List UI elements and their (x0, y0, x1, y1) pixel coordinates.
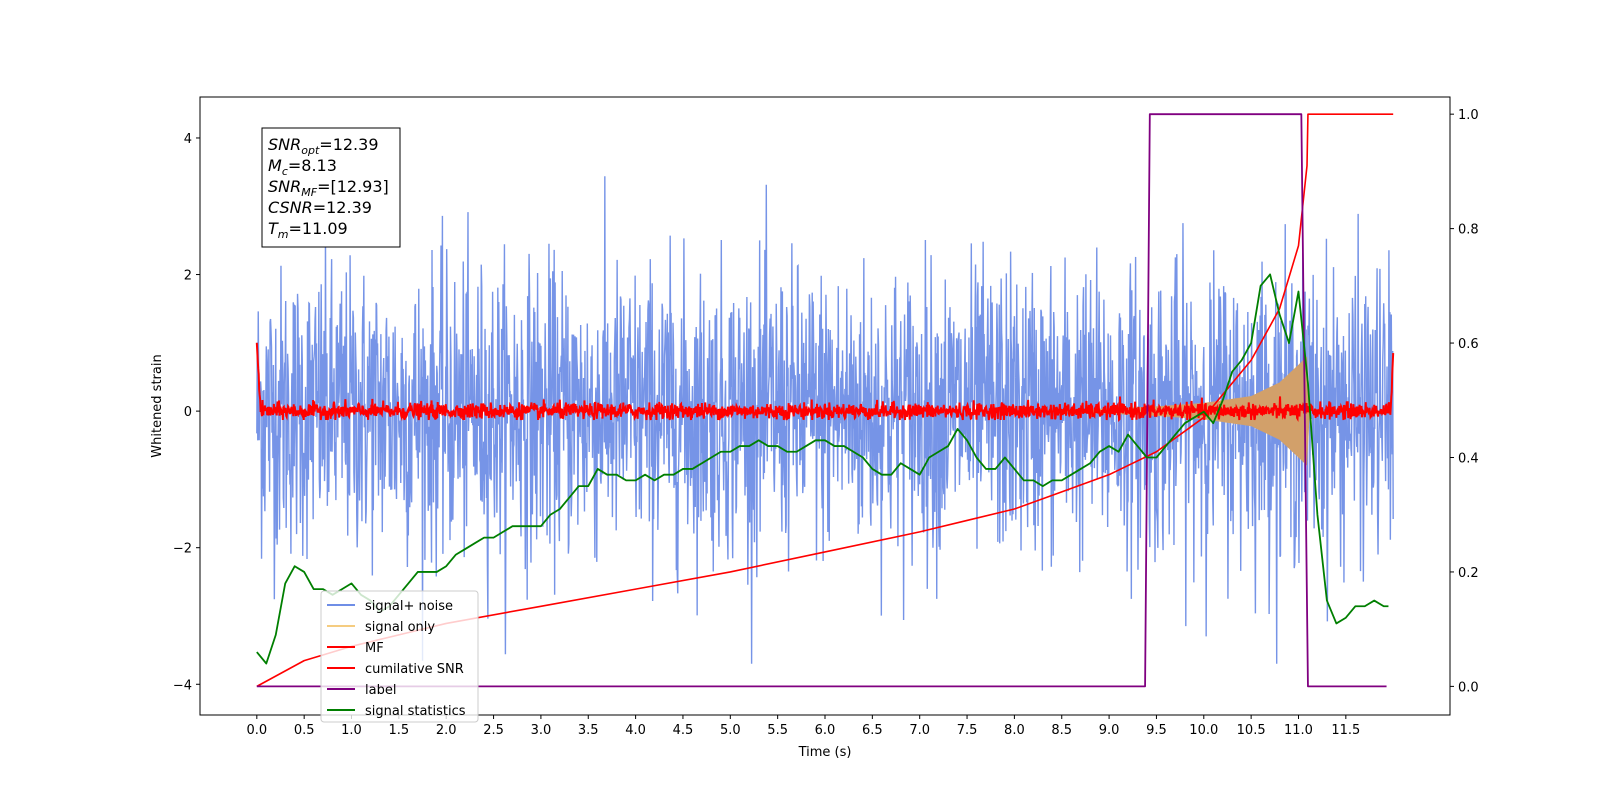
y-tick-label: 2 (184, 269, 192, 284)
x-tick-label: 8.0 (1004, 723, 1025, 738)
y2-tick-label: 0.8 (1458, 223, 1479, 238)
stats-subscript: MF (301, 186, 317, 199)
x-tick-label: 8.5 (1051, 723, 1072, 738)
y2-tick-label: 0.4 (1458, 452, 1479, 467)
stats-line: Tm=11.09 (268, 219, 348, 241)
x-tick-label: 5.0 (720, 723, 741, 738)
x-tick-label: 7.5 (957, 723, 978, 738)
y2-tick-label: 0.2 (1458, 566, 1479, 581)
x-tick-label: 2.5 (483, 723, 504, 738)
x-tick-label: 1.0 (341, 723, 362, 738)
stats-line: CSNR=12.39 (268, 198, 372, 217)
x-tick-label: 1.5 (389, 723, 410, 738)
legend-label: label (365, 683, 396, 698)
x-tick-label: 11.0 (1284, 723, 1313, 738)
stats-line: Mc=8.13 (268, 156, 337, 178)
x-tick-label: 3.5 (578, 723, 599, 738)
stats-subscript: m (278, 228, 289, 241)
x-axis-label: Time (s) (798, 745, 852, 760)
legend-label: signal+ noise (365, 599, 453, 614)
legend-label: cumilative SNR (365, 662, 464, 677)
stats-value: =11.09 (289, 219, 348, 238)
y2-tick-label: 1.0 (1458, 108, 1479, 123)
stats-line: SNRopt=12.39 (268, 135, 379, 157)
stats-symbol: M (268, 156, 282, 175)
stats-value: =[12.93] (317, 177, 389, 196)
stats-subscript: c (282, 165, 288, 178)
y-axis-left: −4 −2 0 2 4 (173, 132, 200, 693)
x-tick-label: 0.0 (246, 723, 267, 738)
legend-frame (320, 590, 479, 723)
legend: signal+ noise signal only MF cumilative SNR… (320, 590, 479, 723)
series-mf (255, 342, 1395, 423)
x-tick-label: 0.5 (294, 723, 315, 738)
x-axis: 0.0 0.5 1.0 1.5 2.0 2.5 3.0 3.5 4.0 4.5 5.0 5.5 6.0 6… (246, 715, 1360, 738)
x-tick-label: 4.0 (625, 723, 646, 738)
stats-value: =12.39 (319, 135, 378, 154)
x-tick-label: 10.5 (1237, 723, 1266, 738)
series-signal-statistics (256, 273, 1389, 665)
x-tick-label: 6.5 (862, 723, 883, 738)
stats-value: =12.39 (313, 198, 372, 217)
x-tick-label: 10.0 (1189, 723, 1218, 738)
stats-symbol: T (268, 219, 279, 238)
series-label (256, 113, 1387, 688)
y2-tick-label: 0.6 (1458, 337, 1479, 352)
x-tick-label: 4.5 (673, 723, 694, 738)
x-tick-label: 9.0 (1099, 723, 1120, 738)
stats-box-frame (261, 127, 401, 248)
stats-line: SNRMF=[12.93] (268, 177, 389, 199)
stats-symbol: SNR (268, 135, 301, 154)
x-tick-label: 11.5 (1331, 723, 1360, 738)
legend-label: signal statistics (365, 704, 466, 719)
legend-label: MF (365, 641, 384, 656)
y-axis-right: 0.0 0.2 0.4 0.6 0.8 1.0 (1450, 108, 1479, 695)
stats-symbol: CSNR (268, 198, 313, 217)
x-tick-label: 3.0 (531, 723, 552, 738)
x-tick-label: 7.0 (909, 723, 930, 738)
x-tick-label: 6.0 (815, 723, 836, 738)
stats-value: =8.13 (288, 156, 337, 175)
y2-tick-label: 0.0 (1458, 680, 1479, 695)
stats-symbol: SNR (268, 177, 301, 196)
x-tick-label: 9.5 (1146, 723, 1167, 738)
stats-box: SNRopt=12.39Mc=8.13SNRMF=[12.93]CSNR=12.… (261, 127, 401, 248)
x-tick-label: 5.5 (767, 723, 788, 738)
x-tick-label: 2.0 (436, 723, 457, 738)
y-axis-label: Whitened strain (150, 354, 165, 457)
y-tick-label: 0 (184, 405, 192, 420)
legend-label: signal only (365, 620, 435, 635)
y-tick-label: −4 (173, 678, 192, 693)
stats-subscript: opt (301, 144, 320, 157)
y-tick-label: 4 (184, 132, 192, 147)
y-tick-label: −2 (173, 542, 192, 557)
